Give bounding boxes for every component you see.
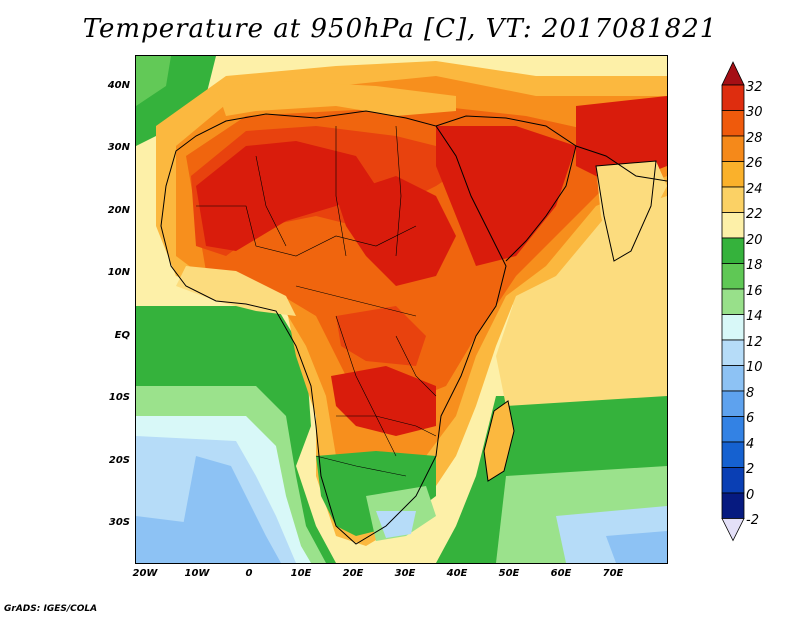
colorbar-segment xyxy=(721,110,745,137)
grads-credit: GrADS: IGES/COLA xyxy=(4,604,98,614)
colorbar-label-6: 6 xyxy=(746,411,755,426)
colorbar-segment xyxy=(721,467,745,494)
colorbar-segment xyxy=(721,339,745,366)
lon-label-30e: 30E xyxy=(394,568,416,579)
lon-label-20e: 20E xyxy=(342,568,364,579)
colorbar-label-28: 28 xyxy=(746,131,763,146)
lat-label-eq: EQ xyxy=(114,330,130,341)
lat-label-20n: 20N xyxy=(107,205,130,216)
colorbar-label-16: 16 xyxy=(746,284,763,299)
lon-label-0: 0 xyxy=(245,568,253,579)
colorbar-label-24: 24 xyxy=(746,182,763,197)
lat-label-30n: 30N xyxy=(107,142,130,153)
colorbar-segment xyxy=(721,135,745,162)
lon-label-40e: 40E xyxy=(446,568,468,579)
colorbar-label-8: 8 xyxy=(746,386,755,401)
colorbar-segment xyxy=(721,84,745,111)
colorbar-segment xyxy=(721,441,745,468)
lon-label-10e: 10E xyxy=(290,568,312,579)
country-borders xyxy=(196,125,437,477)
colorbar-label-2: 2 xyxy=(746,462,755,477)
lat-label-10n: 10N xyxy=(107,267,130,278)
colorbar-segment xyxy=(721,365,745,392)
colorbar-label-4: 4 xyxy=(746,437,755,452)
lat-label-30s: 30S xyxy=(108,517,130,528)
temperature-map xyxy=(135,55,668,564)
sahara-hot xyxy=(196,141,376,251)
lon-label-70e: 70E xyxy=(602,568,624,579)
colorbar-label-30: 30 xyxy=(746,105,763,120)
colorbar-top-triangle xyxy=(721,61,745,86)
lon-label-10w: 10W xyxy=(184,568,210,579)
lon-label-50e: 50E xyxy=(498,568,520,579)
colorbar-segment xyxy=(721,390,745,417)
colorbar-label-18: 18 xyxy=(746,258,763,273)
lon-label-20w: 20W xyxy=(132,568,158,579)
lat-label-40n: 40N xyxy=(107,80,130,91)
lat-label-10s: 10S xyxy=(108,392,130,403)
arabia-hot xyxy=(436,126,576,266)
lat-label-20s: 20S xyxy=(108,455,130,466)
lon-label-60e: 60E xyxy=(550,568,572,579)
colorbar-segment xyxy=(721,212,745,239)
colorbar-segment xyxy=(721,492,745,519)
colorbar-label-minus2: -2 xyxy=(746,513,759,528)
southern-africa-hot xyxy=(331,366,436,436)
colorbar-bottom-triangle xyxy=(721,518,745,542)
india xyxy=(596,161,667,266)
colorbar-label-26: 26 xyxy=(746,156,763,171)
colorbar-segment xyxy=(721,186,745,213)
colorbar-label-10: 10 xyxy=(746,360,763,375)
colorbar-segment xyxy=(721,161,745,188)
map-title: Temperature at 950hPa [C], VT: 201708182… xyxy=(82,14,718,44)
colorbar-label-0: 0 xyxy=(746,488,755,503)
colorbar xyxy=(721,61,745,542)
colorbar-segment xyxy=(721,314,745,341)
colorbar-segment xyxy=(721,263,745,290)
colorbar-segment xyxy=(721,288,745,315)
temperature-field xyxy=(136,56,667,563)
colorbar-label-12: 12 xyxy=(746,335,763,350)
mediterranean xyxy=(216,81,456,116)
coastlines xyxy=(160,110,667,545)
colorbar-segment xyxy=(721,237,745,264)
colorbar-label-22: 22 xyxy=(746,207,763,222)
colorbar-segment xyxy=(721,416,745,443)
colorbar-label-32: 32 xyxy=(746,80,763,95)
colorbar-label-20: 20 xyxy=(746,233,763,248)
colorbar-label-14: 14 xyxy=(746,309,763,324)
